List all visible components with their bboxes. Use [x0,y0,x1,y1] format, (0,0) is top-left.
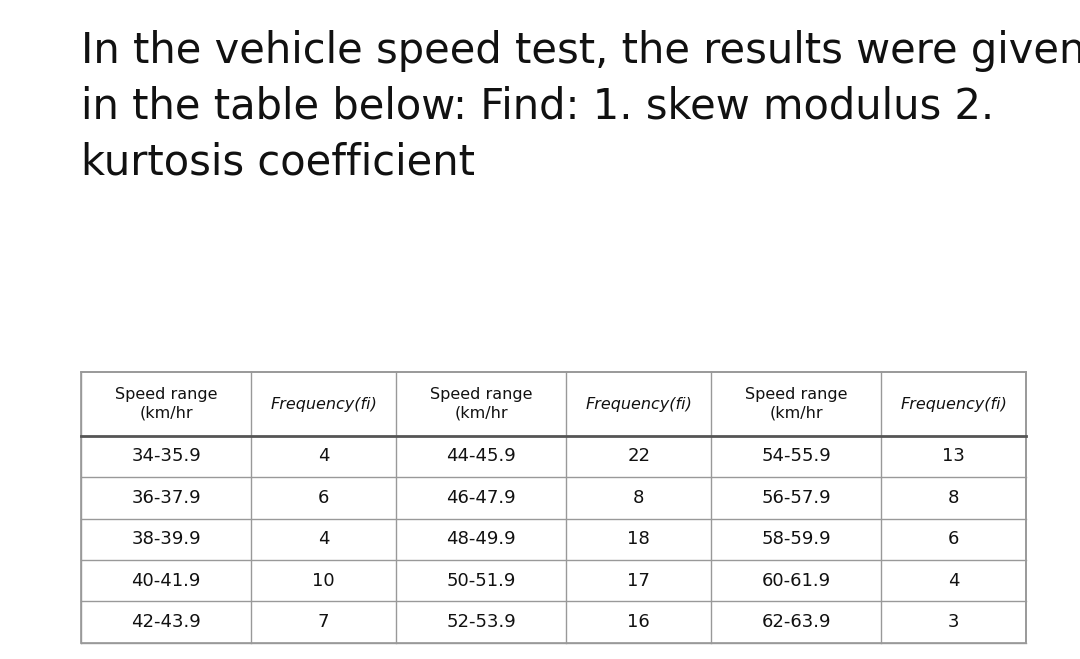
Text: 38-39.9: 38-39.9 [132,530,201,548]
Text: 6: 6 [948,530,959,548]
Text: 56-57.9: 56-57.9 [761,489,831,507]
Text: 10: 10 [312,571,335,590]
Bar [81,372,1026,643]
Text: 16: 16 [627,613,650,631]
Text: 17: 17 [627,571,650,590]
Text: Frequency(fi): Frequency(fi) [585,397,692,412]
Text: Speed range
(km/hr: Speed range (km/hr [114,387,217,421]
Text: In the vehicle speed test, the results were given: In the vehicle speed test, the results w… [81,30,1080,72]
Text: 46-47.9: 46-47.9 [446,489,516,507]
Text: 50-51.9: 50-51.9 [446,571,516,590]
Text: 54-55.9: 54-55.9 [761,447,832,465]
Text: Frequency(fi): Frequency(fi) [270,397,377,412]
Text: 4: 4 [318,530,329,548]
Text: 18: 18 [627,530,650,548]
Text: 13: 13 [942,447,966,465]
Text: in the table below: Find: 1. skew modulus 2.: in the table below: Find: 1. skew modulu… [81,86,994,128]
Text: 8: 8 [948,489,959,507]
Text: 36-37.9: 36-37.9 [132,489,201,507]
Text: kurtosis coefficient: kurtosis coefficient [81,142,475,184]
Text: 6: 6 [318,489,329,507]
Text: 34-35.9: 34-35.9 [132,447,201,465]
Text: 40-41.9: 40-41.9 [132,571,201,590]
Text: 62-63.9: 62-63.9 [761,613,831,631]
Text: 8: 8 [633,489,645,507]
Text: 4: 4 [948,571,959,590]
Text: 52-53.9: 52-53.9 [446,613,516,631]
Text: 7: 7 [318,613,329,631]
Text: 22: 22 [627,447,650,465]
Text: 48-49.9: 48-49.9 [446,530,516,548]
Text: Frequency(fi): Frequency(fi) [901,397,1008,412]
Text: 58-59.9: 58-59.9 [761,530,831,548]
Text: 4: 4 [318,447,329,465]
Text: Speed range
(km/hr: Speed range (km/hr [430,387,532,421]
Text: 60-61.9: 60-61.9 [761,571,831,590]
Text: Speed range
(km/hr: Speed range (km/hr [745,387,848,421]
Text: 3: 3 [948,613,959,631]
Text: 44-45.9: 44-45.9 [446,447,516,465]
Text: 42-43.9: 42-43.9 [132,613,201,631]
